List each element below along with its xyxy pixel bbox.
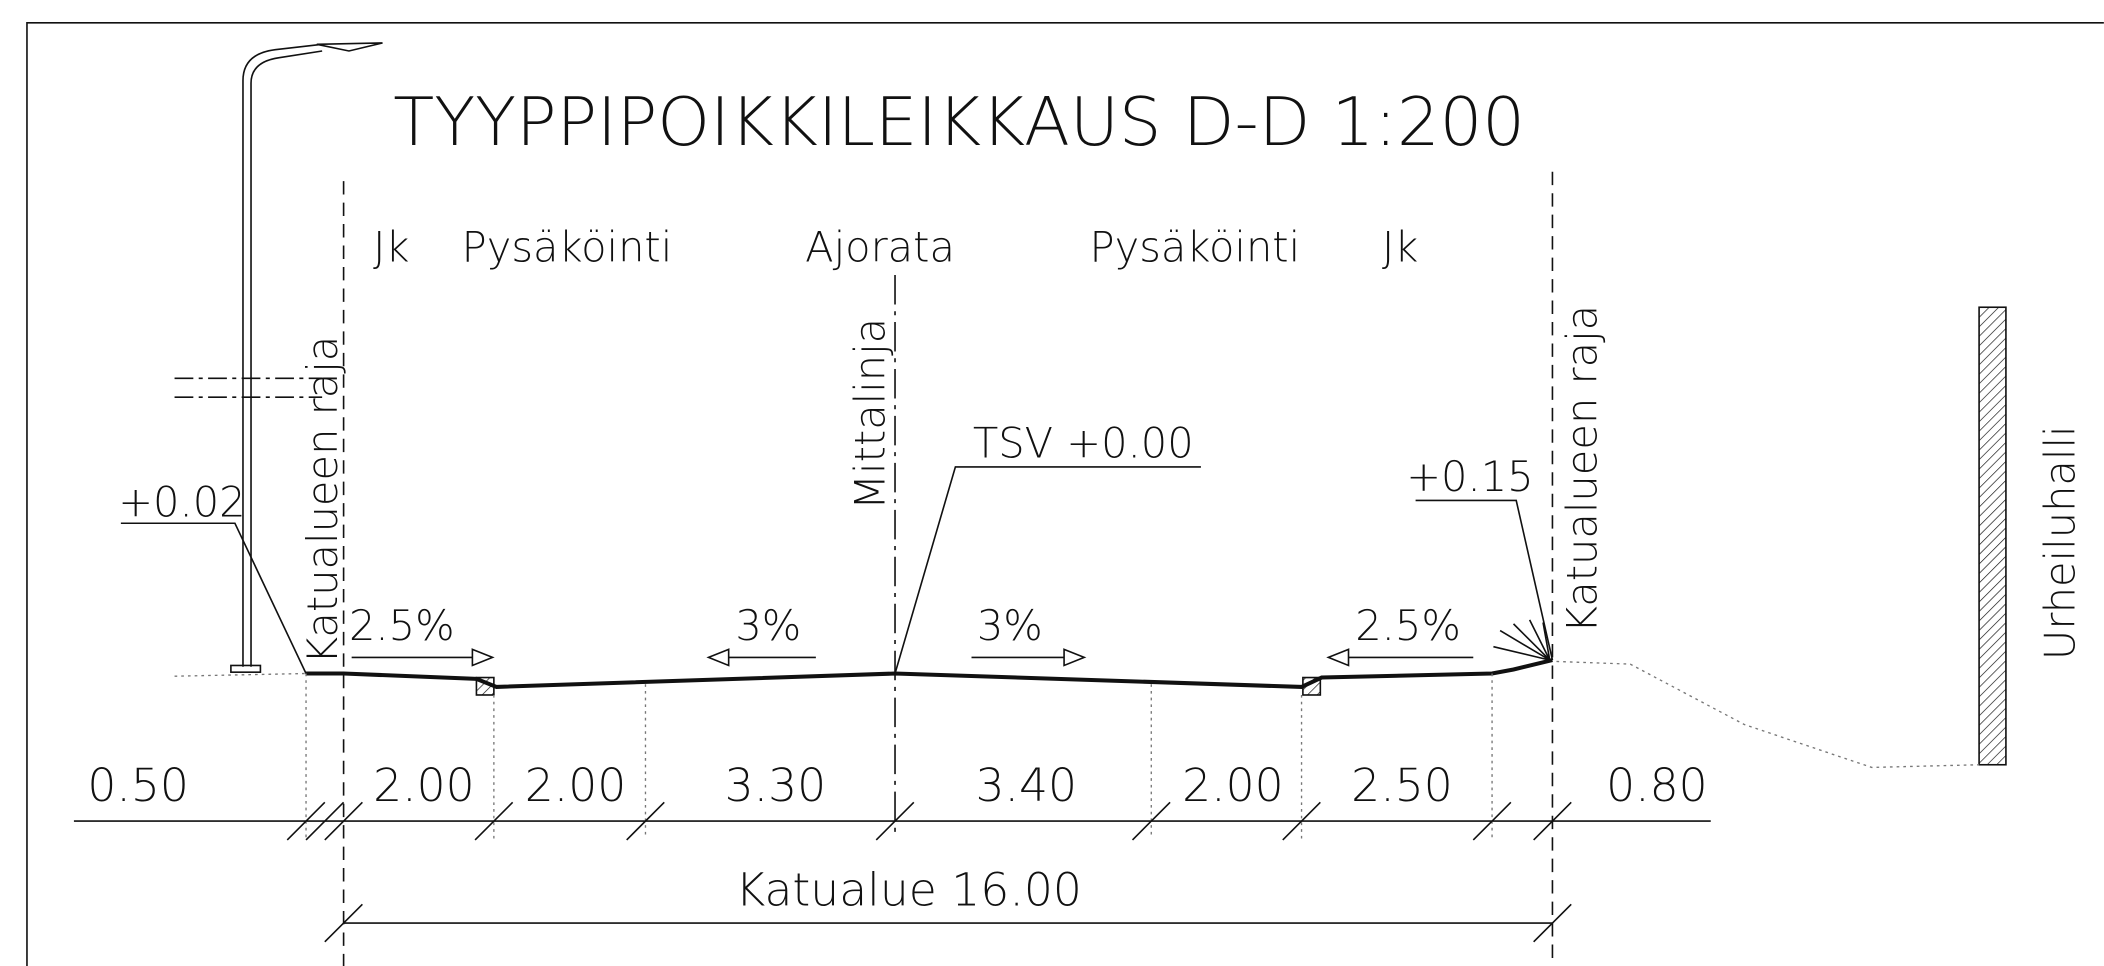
title: TYYPPIPOIKKILEIKKAUS D-D 1:200 xyxy=(393,83,1525,161)
dimension-label: 2.00 xyxy=(525,759,627,812)
boundary-label: Katualueen raja xyxy=(298,336,347,664)
zone-label: Jk xyxy=(373,223,409,272)
zone-label: Ajorata xyxy=(805,223,955,272)
total-dimension-label: Katualue 16.00 xyxy=(735,864,1082,917)
dimension-label: 2.00 xyxy=(1182,759,1284,812)
dimension-label: 3.30 xyxy=(725,759,827,812)
elevation-label: +0.02 xyxy=(118,478,245,527)
centerline-label: Mittalinja xyxy=(845,318,894,510)
dimension-chain: 0.50 2.00 2.00 3.30 3.40 2.00 2.50 0.80 xyxy=(73,673,1711,841)
zone-label: Pysäköinti xyxy=(1090,223,1301,272)
total-dimension: Katualue 16.00 xyxy=(324,864,1572,943)
slopes: 2.5% 3% 3% 2.5% xyxy=(349,601,1474,667)
dimension-label: 0.80 xyxy=(1606,759,1708,812)
ground xyxy=(174,660,1980,769)
road-profile xyxy=(306,619,1553,696)
dimension-label: 0.50 xyxy=(87,759,189,812)
slope-label: 2.5% xyxy=(1355,601,1461,650)
slope-label: 3% xyxy=(977,601,1043,650)
elevation-label: TSV +0.00 xyxy=(973,419,1194,468)
slope-label: 3% xyxy=(735,601,801,650)
boundary-label: Katualueen raja xyxy=(1558,305,1607,633)
building-label: Urheiluhalli xyxy=(2035,425,2084,660)
elevations: +0.02 TSV +0.00 +0.15 xyxy=(118,419,1554,674)
zone-labels: Jk Pysäköinti Ajorata Pysäköinti Jk xyxy=(373,223,1418,272)
elevation-label: +0.15 xyxy=(1406,452,1533,501)
frame xyxy=(26,22,2104,966)
dimension-label: 2.50 xyxy=(1351,759,1453,812)
zone-label: Pysäköinti xyxy=(462,223,673,272)
zone-label: Jk xyxy=(1382,223,1418,272)
boundaries: Katualueen raja Katualueen raja Mittalin… xyxy=(298,171,2084,966)
street-light xyxy=(174,42,383,673)
dimension-label: 2.00 xyxy=(373,759,475,812)
building-wall xyxy=(1978,306,2007,766)
slope-label: 2.5% xyxy=(349,601,455,650)
dimension-label: 3.40 xyxy=(976,759,1078,812)
